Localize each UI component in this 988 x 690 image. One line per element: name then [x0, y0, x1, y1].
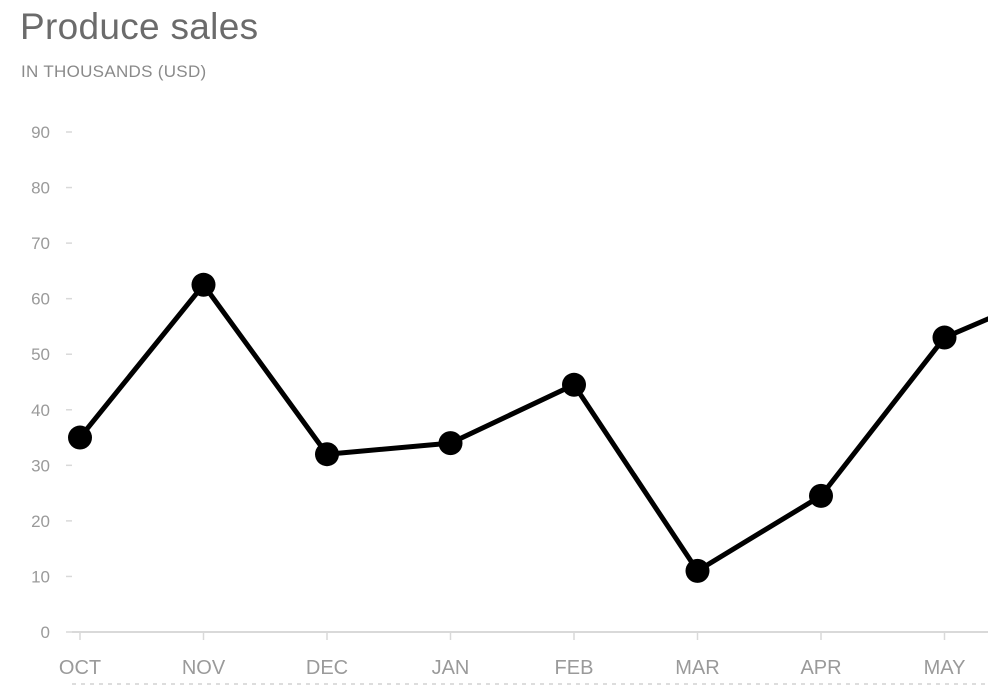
y-tick-label: 60: [31, 290, 50, 309]
x-axis-ticks: OCT NOV DEC JAN FEB MAR APR MAY: [59, 632, 966, 679]
data-point-apr: [809, 483, 833, 508]
data-point-feb: [562, 372, 586, 397]
data-point-nov: [191, 272, 216, 297]
x-tick-label-mar: MAR: [675, 657, 719, 679]
y-tick-label: 10: [31, 567, 50, 586]
chart-subtitle: IN THOUSANDS (USD): [21, 62, 207, 81]
y-tick-label: 0: [41, 623, 50, 642]
y-tick-label: 50: [31, 345, 50, 364]
data-point-may: [932, 325, 957, 350]
y-tick-label: 40: [31, 401, 50, 420]
data-point-mar: [685, 558, 710, 583]
y-tick-label: 20: [31, 512, 50, 531]
x-tick-label-nov: NOV: [182, 657, 226, 679]
x-tick-label-may: MAY: [924, 657, 966, 679]
x-tick-label-jan: JAN: [432, 657, 470, 679]
data-point-jan: [438, 431, 463, 456]
x-tick-label-feb: FEB: [555, 657, 594, 679]
chart-axes: [72, 631, 988, 685]
y-tick-label: 80: [31, 179, 50, 198]
data-point-oct: [68, 425, 92, 450]
y-tick-label: 70: [31, 234, 50, 253]
series-line: [77, 282, 988, 574]
x-tick-label-dec: DEC: [306, 657, 348, 679]
x-tick-label-oct: OCT: [59, 657, 101, 679]
series-group: [68, 272, 988, 583]
x-tick-label-apr: APR: [800, 657, 841, 679]
data-point-dec: [315, 442, 339, 467]
chart-title: Produce sales: [20, 6, 259, 47]
y-tick-label: 90: [31, 123, 50, 142]
y-tick-label: 30: [31, 456, 50, 475]
y-axis-ticks: 0 10 20 30 40 50 60 70 80 90: [31, 123, 72, 642]
